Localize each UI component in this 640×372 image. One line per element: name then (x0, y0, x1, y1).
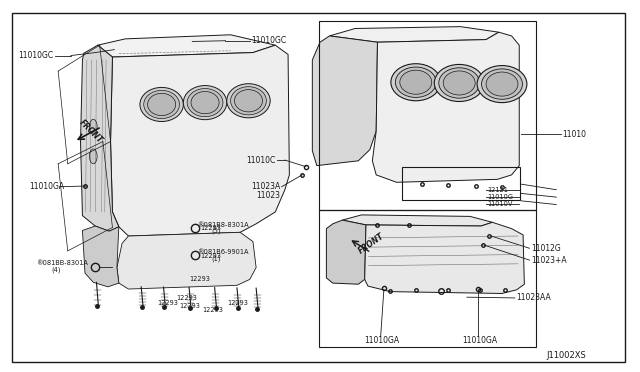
Bar (319, 21, 536, 210)
Text: 12293: 12293 (179, 304, 200, 310)
Text: FRONT: FRONT (357, 231, 386, 255)
Polygon shape (330, 27, 499, 42)
Polygon shape (312, 36, 378, 166)
Text: 11010V: 11010V (487, 201, 513, 207)
Ellipse shape (234, 90, 262, 112)
Ellipse shape (486, 72, 518, 96)
Text: 12293: 12293 (200, 253, 221, 259)
Ellipse shape (148, 93, 175, 116)
Text: 11010GA: 11010GA (365, 336, 400, 346)
Ellipse shape (439, 68, 479, 98)
Text: 11010GA: 11010GA (462, 336, 497, 346)
Ellipse shape (481, 69, 522, 99)
Ellipse shape (90, 149, 97, 164)
Ellipse shape (183, 86, 227, 120)
Polygon shape (342, 215, 492, 226)
Text: 11023A: 11023A (251, 182, 280, 191)
Ellipse shape (187, 89, 223, 117)
Text: 11010: 11010 (563, 129, 587, 139)
Ellipse shape (444, 71, 475, 95)
Polygon shape (365, 222, 524, 294)
Polygon shape (326, 220, 366, 284)
Text: ®081B6-9901A: ®081B6-9901A (197, 249, 249, 255)
Bar (319, 210, 536, 347)
Text: 11010GA: 11010GA (29, 182, 65, 191)
Text: ®081BB-8301A: ®081BB-8301A (36, 260, 88, 266)
Text: (5): (5) (211, 228, 221, 234)
Text: FRONT: FRONT (77, 118, 104, 145)
Ellipse shape (400, 70, 432, 94)
Text: ®081B8-8301A: ®081B8-8301A (197, 222, 249, 228)
Ellipse shape (396, 67, 436, 97)
Polygon shape (111, 45, 289, 236)
Text: 11023: 11023 (257, 191, 280, 200)
Text: 11010GC: 11010GC (18, 51, 53, 60)
Bar (402, 167, 520, 200)
Text: 12293: 12293 (189, 276, 211, 282)
Polygon shape (98, 35, 275, 57)
Ellipse shape (227, 84, 270, 118)
Text: 11010C: 11010C (246, 155, 275, 164)
Ellipse shape (435, 64, 484, 102)
Text: 12293: 12293 (227, 300, 248, 306)
Text: J11002XS: J11002XS (547, 351, 586, 360)
Text: (1): (1) (211, 255, 221, 262)
Ellipse shape (230, 87, 266, 115)
Text: (4): (4) (52, 266, 61, 273)
Text: 12293: 12293 (157, 300, 178, 306)
Text: 12293: 12293 (200, 225, 221, 231)
Ellipse shape (90, 119, 97, 134)
Polygon shape (117, 232, 256, 289)
Polygon shape (83, 226, 119, 287)
Text: 12293: 12293 (176, 295, 197, 301)
Text: 11023+A: 11023+A (531, 256, 566, 264)
Text: 12121: 12121 (487, 187, 508, 193)
Ellipse shape (191, 92, 219, 114)
Text: 12293: 12293 (202, 307, 223, 313)
Ellipse shape (477, 65, 527, 103)
Polygon shape (81, 45, 119, 231)
Text: 11012G: 11012G (531, 244, 561, 253)
Ellipse shape (144, 90, 179, 119)
Ellipse shape (391, 64, 441, 101)
Text: 11010GC: 11010GC (251, 36, 286, 45)
Polygon shape (372, 32, 519, 182)
Text: 11010G: 11010G (487, 194, 513, 200)
Ellipse shape (140, 87, 183, 122)
Text: 11023AA: 11023AA (516, 294, 551, 302)
